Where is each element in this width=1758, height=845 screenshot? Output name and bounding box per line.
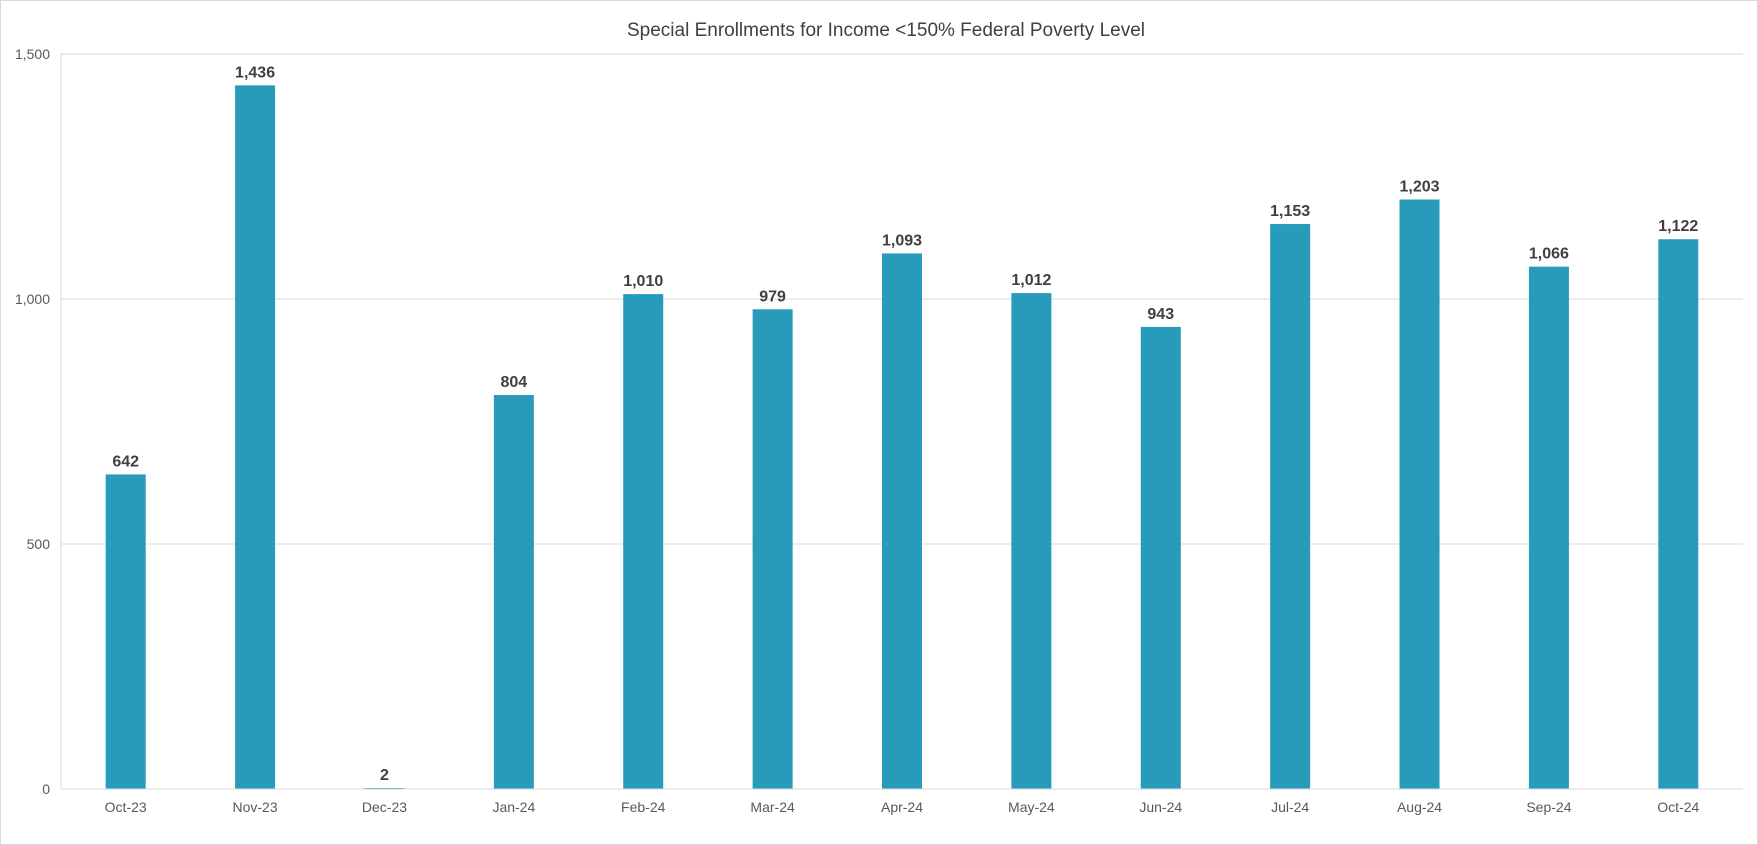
- bar-may-24: [1011, 293, 1052, 789]
- bar-jul-24: [1270, 224, 1311, 789]
- bar-aug-24: [1399, 199, 1440, 789]
- bar-jun-24: [1140, 326, 1181, 789]
- x-tick-label: Jan-24: [492, 799, 535, 815]
- data-label: 979: [759, 288, 786, 305]
- data-label: 1,436: [235, 64, 275, 81]
- bar-oct-24: [1658, 239, 1699, 790]
- bar-sep-24: [1528, 266, 1569, 789]
- x-tick-label: Mar-24: [750, 799, 795, 815]
- y-tick-label: 1,000: [15, 291, 50, 307]
- chart-title: Special Enrollments for Income <150% Fed…: [627, 20, 1145, 41]
- x-tick-label: Nov-23: [233, 799, 278, 815]
- y-axis: 0 500 1,000 1,500: [15, 46, 62, 797]
- x-tick-label: Apr-24: [881, 799, 923, 815]
- x-tick-label: Sep-24: [1526, 799, 1571, 815]
- data-label: 1,012: [1011, 272, 1051, 289]
- data-label: 1,203: [1400, 179, 1440, 196]
- data-label: 943: [1147, 306, 1174, 323]
- data-label: 1,010: [623, 273, 663, 290]
- bar-oct-23: [105, 474, 146, 789]
- data-labels: 642 1,436 2 804 1,010 979 1,093 1,012 943 1,153 1,…: [112, 64, 1698, 784]
- x-tick-label: Aug-24: [1397, 799, 1442, 815]
- data-label: 804: [500, 374, 527, 391]
- bar-nov-23: [235, 85, 276, 790]
- bars: [105, 85, 1699, 790]
- data-label: 1,066: [1529, 246, 1569, 263]
- x-tick-label: Jul-24: [1271, 799, 1309, 815]
- x-tick-label: Jun-24: [1139, 799, 1182, 815]
- bar-apr-24: [882, 253, 922, 789]
- x-tick-label: May-24: [1008, 799, 1055, 815]
- data-label: 642: [112, 453, 139, 470]
- x-tick-label: Feb-24: [621, 799, 666, 815]
- y-tick-label: 0: [42, 781, 50, 797]
- bar-feb-24: [623, 294, 664, 789]
- bar-jan-24: [493, 395, 534, 789]
- data-label: 1,093: [882, 232, 922, 249]
- x-tick-label: Oct-23: [105, 799, 147, 815]
- y-tick-label: 1,500: [15, 46, 50, 62]
- data-label: 1,153: [1270, 203, 1310, 220]
- y-tick-label: 500: [27, 536, 51, 552]
- data-label: 1,122: [1658, 218, 1698, 235]
- bar-mar-24: [752, 309, 793, 789]
- data-label: 2: [380, 767, 389, 784]
- x-axis: Oct-23 Nov-23 Dec-23 Jan-24 Feb-24 Mar-24 Apr-…: [61, 788, 1743, 815]
- x-tick-label: Dec-23: [362, 799, 407, 815]
- x-tick-label: Oct-24: [1657, 799, 1699, 815]
